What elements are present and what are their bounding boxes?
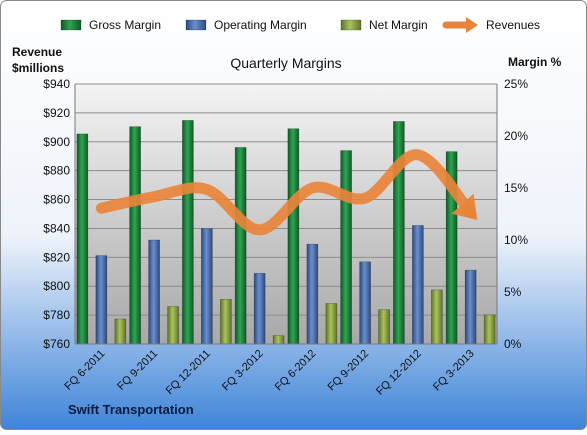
bar-net-margin [168, 307, 179, 344]
legend-label: Revenues [486, 18, 540, 32]
bar-net-margin [379, 310, 390, 344]
legend-swatch-net-margin [341, 20, 361, 30]
legend-swatch-operating-margin [186, 20, 206, 30]
left-tick-label: $840 [43, 221, 70, 235]
bar-net-margin [484, 315, 495, 344]
left-tick-label: $800 [43, 279, 70, 293]
bar-gross-margin [77, 134, 88, 344]
left-tick-label: $860 [43, 193, 70, 207]
left-tick-label: $760 [43, 337, 70, 351]
legend: Gross Margin Operating Margin Net Margin Re… [61, 17, 540, 33]
bar-gross-margin [130, 127, 141, 344]
bar-operating-margin [360, 262, 371, 344]
left-tick-label: $940 [43, 77, 70, 91]
right-tick-label: 5% [504, 285, 522, 299]
left-tick-label: $880 [43, 164, 70, 178]
bar-net-margin [220, 299, 231, 344]
bar-gross-margin [235, 147, 246, 344]
right-tick-label: 25% [504, 77, 528, 91]
bar-gross-margin [182, 120, 193, 344]
chart-title: Quarterly Margins [230, 55, 341, 71]
left-axis-label-line1: Revenue [12, 45, 62, 59]
legend-swatch-gross-margin [61, 20, 81, 30]
bar-operating-margin [307, 244, 318, 344]
left-axis-label-line2: $millions [12, 61, 64, 75]
legend-label: Net Margin [369, 18, 428, 32]
bar-net-margin [326, 303, 337, 344]
right-tick-label: 15% [504, 181, 528, 195]
right-tick-label: 10% [504, 233, 528, 247]
bar-operating-margin [149, 240, 160, 344]
bar-operating-margin [412, 225, 423, 344]
left-tick-label: $820 [43, 250, 70, 264]
left-tick-label: $920 [43, 106, 70, 120]
legend-label: Operating Margin [214, 18, 307, 32]
bar-operating-margin [201, 229, 212, 344]
right-tick-label: 0% [504, 337, 522, 351]
footer-company: Swift Transportation [68, 402, 194, 417]
bar-net-margin [431, 290, 442, 344]
right-axis-label: Margin % [508, 55, 562, 69]
bar-net-margin [273, 336, 284, 344]
left-tick-label: $900 [43, 135, 70, 149]
legend-label: Gross Margin [89, 18, 161, 32]
bar-operating-margin [96, 256, 107, 344]
left-tick-label: $780 [43, 308, 70, 322]
right-tick-label: 20% [504, 129, 528, 143]
bar-operating-margin [254, 273, 265, 344]
bar-net-margin [115, 319, 126, 344]
bar-gross-margin [341, 151, 352, 344]
bar-gross-margin [288, 129, 299, 344]
bar-operating-margin [465, 270, 476, 344]
